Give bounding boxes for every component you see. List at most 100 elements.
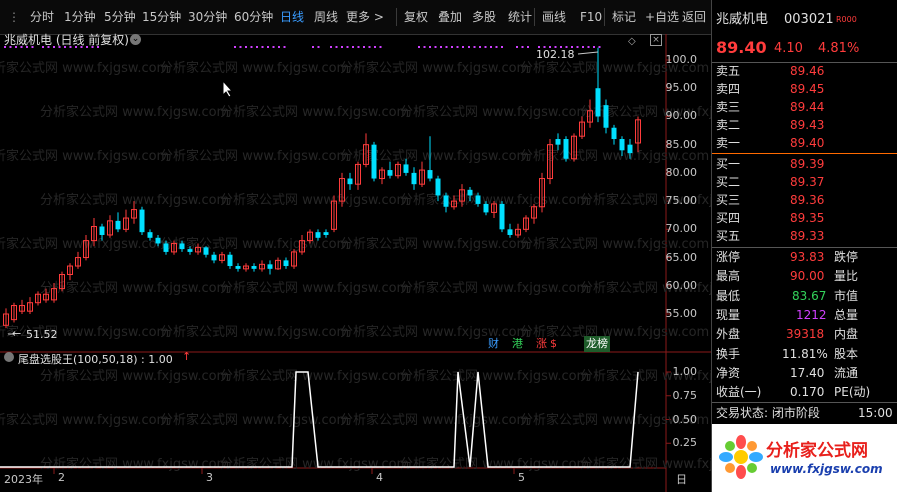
stat-value: 11.81% <box>782 346 828 361</box>
ask-label: 卖二 <box>716 118 741 132</box>
watermark-text: 分析家公式网 www.fxjgsw.com <box>220 456 409 472</box>
signal-marker <box>490 46 492 48</box>
candle-body-down <box>627 144 633 154</box>
logo-flower-icon <box>719 435 763 479</box>
price-change: 4.10 <box>774 41 803 56</box>
close-icon[interactable]: × <box>650 34 662 46</box>
event-badge[interactable]: 龙榜 <box>584 336 610 352</box>
menu-icon[interactable]: ⋮ <box>8 10 20 24</box>
event-badge[interactable]: 财 <box>488 337 499 350</box>
toolbar-item-17[interactable]: 返回 <box>682 10 707 24</box>
stat-label-2: 流通 <box>834 365 859 380</box>
x-axis-label: 4 <box>376 471 383 484</box>
candle-body-down <box>611 127 617 140</box>
signal-marker <box>527 46 529 48</box>
trade-status: 交易状态: 闭市阶段 <box>716 406 820 420</box>
ask-label: 卖四 <box>716 82 741 96</box>
toolbar-item-13[interactable]: 画线 <box>542 10 567 24</box>
watermark-text: 分析家公式网 www.fxjgsw.com <box>580 368 711 384</box>
watermark-text: 分析家公式网 www.fxjgsw.com <box>520 60 709 76</box>
toolbar-item-4[interactable]: 30分钟 <box>188 10 228 24</box>
signal-marker <box>245 46 247 48</box>
toolbar-item-3[interactable]: 15分钟 <box>142 10 182 24</box>
bid-price: 89.37 <box>790 175 825 189</box>
indicator-tick-label: 0.75 <box>672 388 698 402</box>
toolbar-item-10[interactable]: 叠加 <box>438 10 463 24</box>
stat-label: 现量 <box>716 307 741 322</box>
bid-label: 买五 <box>716 229 741 243</box>
toolbar-item-16[interactable]: +自选 <box>645 10 680 24</box>
candle-body-up <box>547 144 553 180</box>
signal-marker <box>335 46 338 48</box>
candle-body-down <box>371 144 377 179</box>
toolbar-item-2[interactable]: 5分钟 <box>104 10 136 24</box>
candle-body-up <box>195 246 201 253</box>
watermark-text: 分析家公式网 www.fxjgsw.com <box>520 236 709 252</box>
toolbar-item-15[interactable]: 标记 <box>612 10 637 24</box>
bid-label: 买二 <box>716 175 741 189</box>
toolbar-item-9[interactable]: 复权 <box>404 10 429 24</box>
watermark-text: 分析家公式网 www.fxjgsw.com <box>340 236 529 252</box>
indicator-settings-icon[interactable] <box>4 352 14 362</box>
high-label-leader <box>577 51 599 55</box>
candle-body-down <box>115 220 121 230</box>
signal-marker <box>267 46 269 48</box>
toolbar-item-14[interactable]: F10 <box>580 10 603 24</box>
signal-marker <box>549 46 551 48</box>
y-tick-label: 70.00 <box>665 222 698 236</box>
signal-marker <box>357 46 360 48</box>
y-tick-label: 100.0 <box>665 53 698 66</box>
candle-body-down <box>619 139 625 151</box>
toolbar-item-7[interactable]: 周线 <box>314 10 339 24</box>
toolbar-item-6[interactable]: 日线 <box>280 10 305 24</box>
signal-marker <box>495 46 498 48</box>
signal-marker <box>26 46 28 48</box>
stat-value: 0.170 <box>790 385 825 400</box>
candle-body-down <box>235 266 241 269</box>
candle-body-down <box>507 229 513 235</box>
signal-marker <box>440 46 442 48</box>
signal-marker <box>47 46 50 48</box>
event-badge[interactable]: $ <box>550 337 557 350</box>
signal-marker <box>250 46 253 48</box>
candle-body-up <box>107 220 113 236</box>
signal-marker <box>58 46 61 48</box>
ask-label: 卖一 <box>716 136 741 150</box>
candle-body-down <box>467 189 473 196</box>
toolbar-item-12[interactable]: 统计 <box>508 10 533 24</box>
chart-title: 兆威机电 (日线 前复权) <box>4 33 129 47</box>
mouse-cursor-icon <box>222 80 234 98</box>
x-axis-label: 3 <box>206 471 213 484</box>
event-badge[interactable]: 涨 <box>536 337 547 350</box>
toolbar-item-1[interactable]: 1分钟 <box>64 10 96 24</box>
signal-marker <box>20 46 23 48</box>
toolbar-item-0[interactable]: 分时 <box>30 10 55 24</box>
candle-body-up <box>579 121 585 137</box>
ask-bid-divider <box>712 153 897 154</box>
signal-marker <box>31 46 34 48</box>
candle-body-up <box>355 163 361 185</box>
y-tick-label: 60.00 <box>665 278 698 292</box>
toolbar-item-8[interactable]: 更多 > <box>346 10 384 24</box>
candle-body-up <box>291 251 297 267</box>
candle-body-up <box>35 293 41 304</box>
toolbar-item-11[interactable]: 多股 <box>472 10 497 24</box>
candle-body-up <box>27 302 33 312</box>
diamond-icon[interactable]: ◇ <box>628 36 636 47</box>
chevron-down-icon[interactable]: ⌄ <box>130 34 141 45</box>
watermark-text: 分析家公式网 www.fxjgsw.com <box>40 368 229 384</box>
x-axis-label: 2023年 <box>4 473 43 486</box>
candle-body-down <box>267 264 273 269</box>
candle-body-up <box>51 288 57 301</box>
event-badge[interactable]: 港 <box>512 337 523 350</box>
watermark-text: 分析家公式网 www.fxjgsw.com <box>580 456 711 472</box>
toolbar-item-5[interactable]: 60分钟 <box>234 10 274 24</box>
signal-marker <box>379 46 382 48</box>
candle-body-down <box>187 249 193 252</box>
candle-body-up <box>515 228 521 236</box>
candle-body-down <box>323 232 329 235</box>
signal-marker <box>234 46 236 48</box>
signal-marker <box>352 46 354 48</box>
signal-marker <box>565 46 568 48</box>
